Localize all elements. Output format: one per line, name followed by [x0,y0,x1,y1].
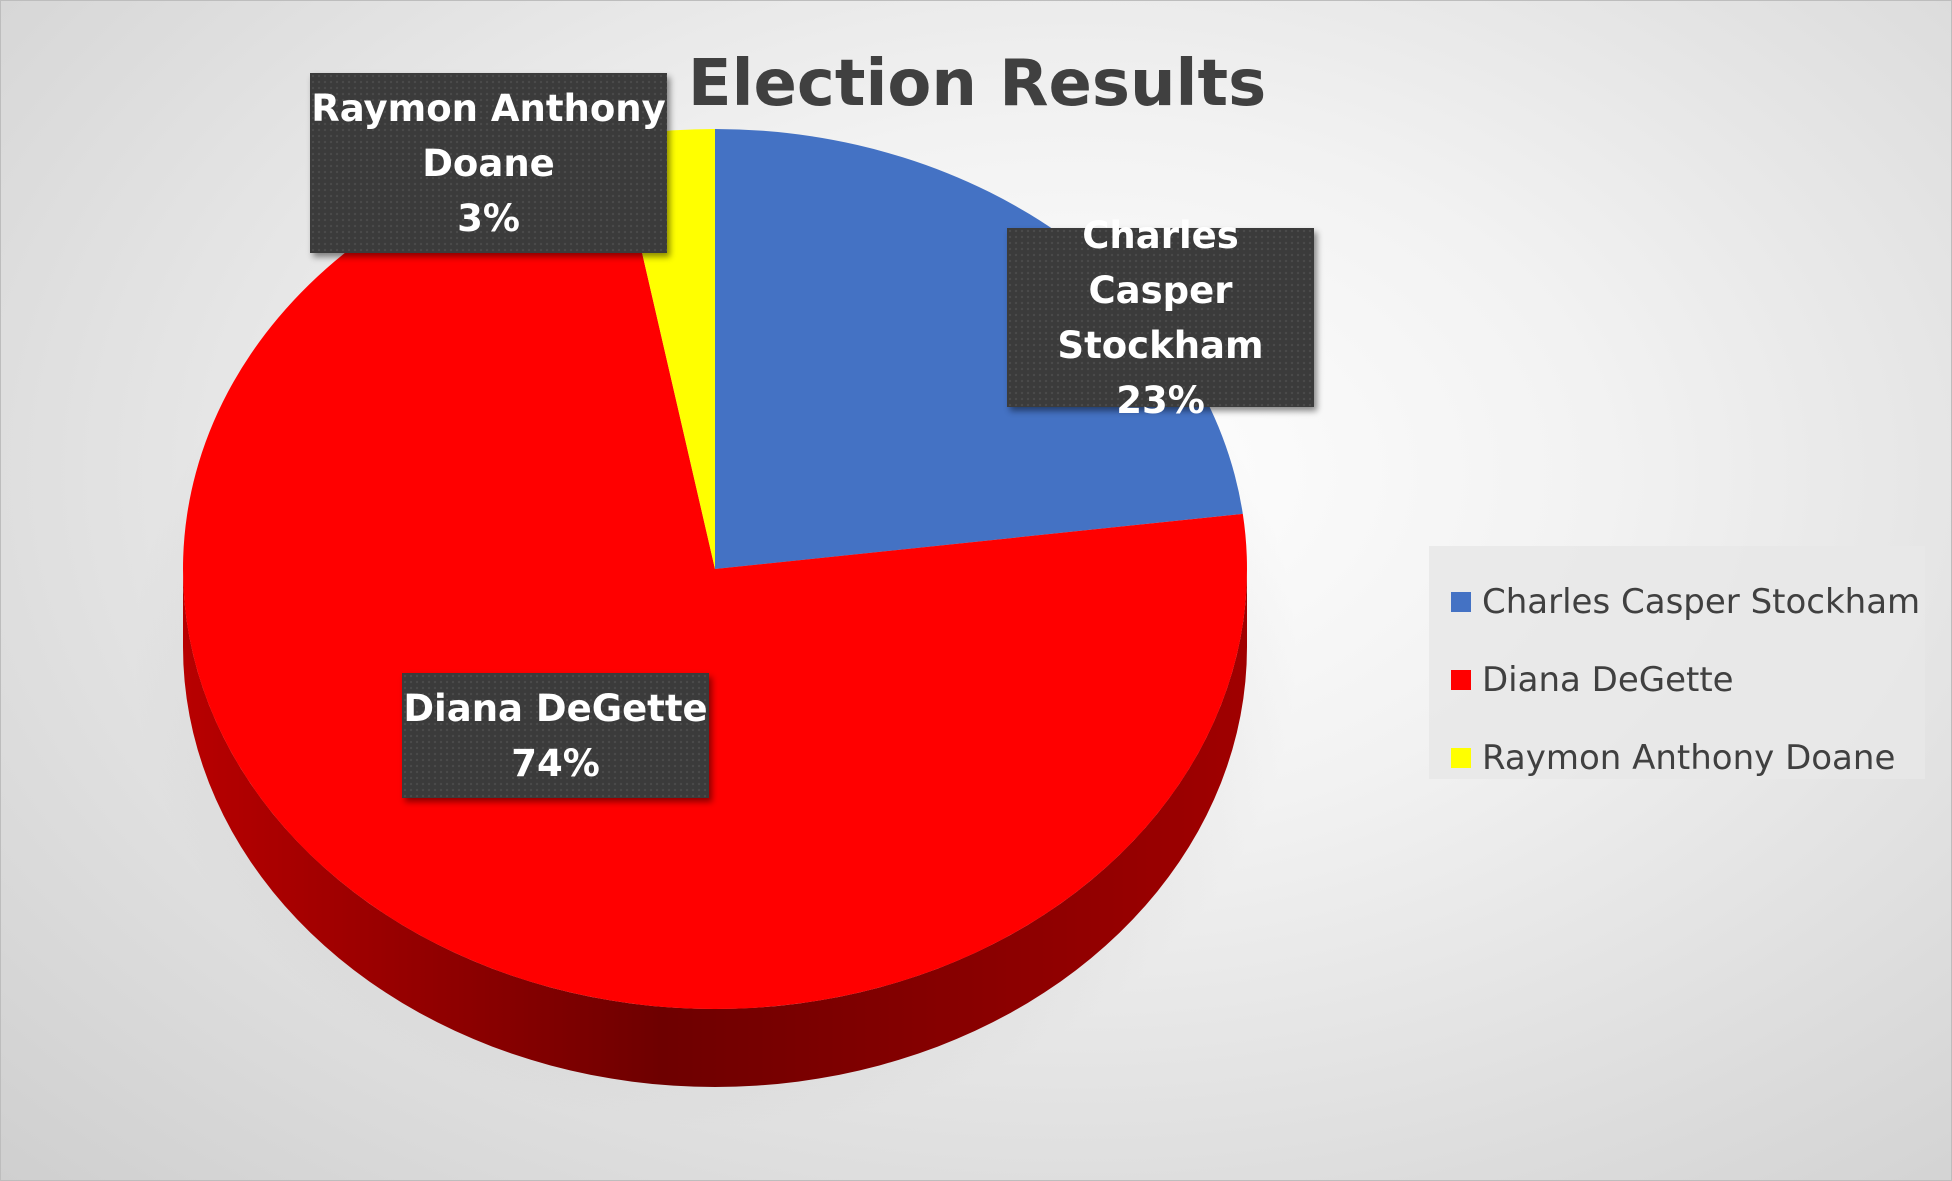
data-label-degette: Diana DeGette 74% [402,673,709,798]
data-label-line: Raymon Anthony [311,86,666,130]
legend-item-degette: Diana DeGette [1451,641,1925,719]
data-label-line: Doane [422,141,555,185]
legend-item-doane: Raymon Anthony Doane [1451,719,1925,797]
data-label-stockham: Charles Casper Stockham 23% [1007,214,1314,422]
data-label-value: 23% [1116,378,1205,422]
legend-label: Charles Casper Stockham [1482,582,1921,622]
data-label-value: 3% [457,196,520,240]
pie-slice-charles-casper-stockham [715,129,1243,569]
legend-swatch [1451,670,1471,690]
data-label-line: Charles Casper [1082,213,1239,312]
chart-legend: Charles Casper Stockham Diana DeGette Ra… [1429,546,1925,779]
legend-swatch [1451,592,1471,612]
data-label-doane: Raymon Anthony Doane 3% [310,73,667,253]
pie-slice-side-1 [183,569,1247,1087]
legend-item-stockham: Charles Casper Stockham [1451,563,1925,641]
chart-title: Election Results [687,47,1267,121]
data-label-line: Diana DeGette [403,686,708,730]
data-label-line: Stockham [1057,323,1264,367]
legend-swatch [1451,748,1471,768]
data-label-value: 74% [511,741,600,785]
legend-label: Raymon Anthony Doane [1482,738,1896,778]
legend-label: Diana DeGette [1482,660,1734,700]
